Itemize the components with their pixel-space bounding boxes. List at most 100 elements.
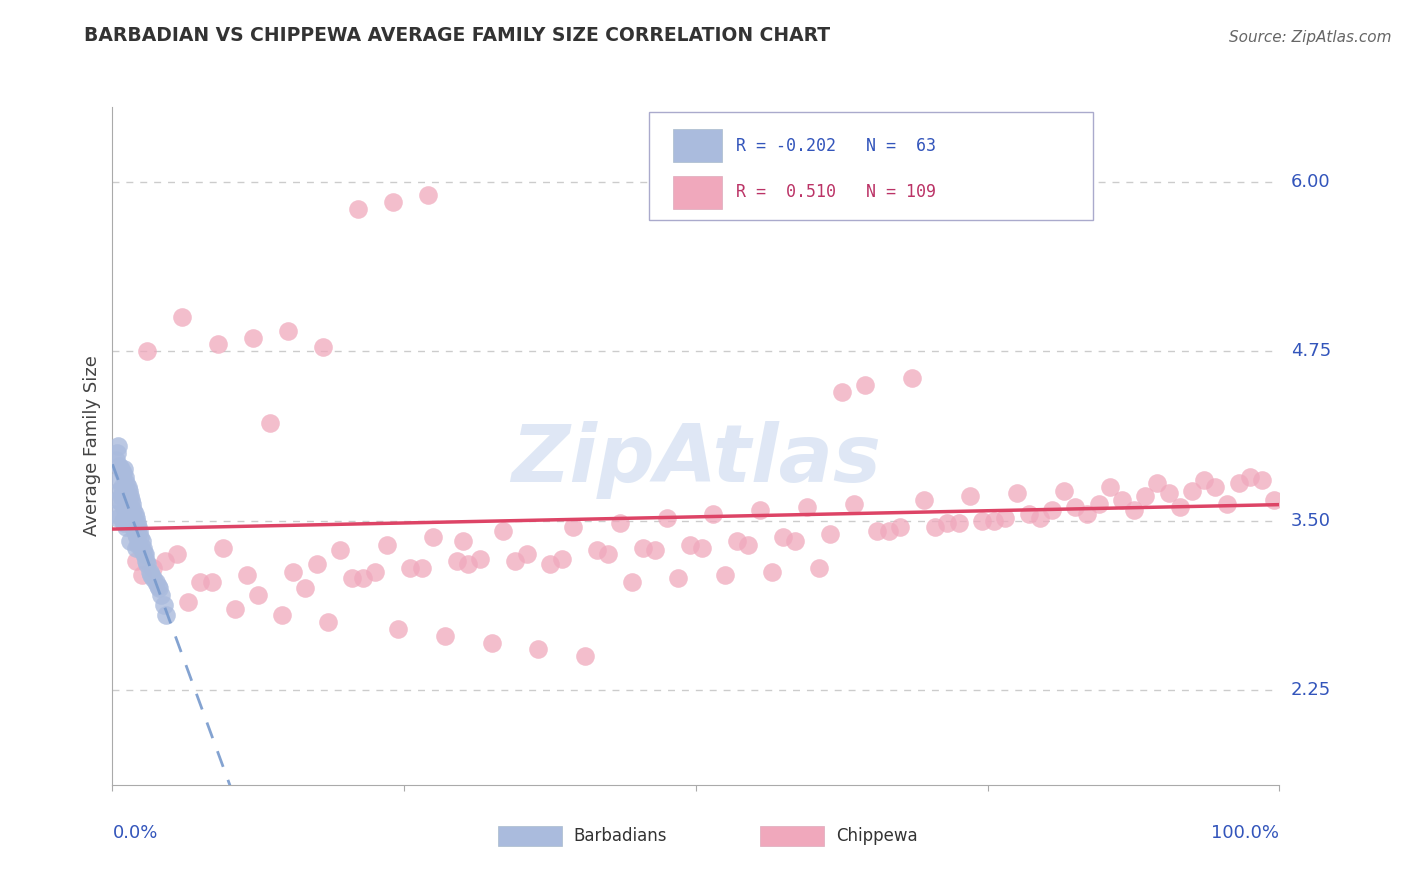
Point	[381, 194, 404, 209]
Point	[948, 516, 970, 531]
Text: BARBADIAN VS CHIPPEWA AVERAGE FAMILY SIZE CORRELATION CHART: BARBADIAN VS CHIPPEWA AVERAGE FAMILY SIZ…	[84, 26, 831, 45]
Point	[105, 446, 128, 460]
Point	[111, 497, 134, 511]
Point	[129, 530, 152, 544]
Point	[924, 520, 946, 534]
Text: R = -0.202   N =  63: R = -0.202 N = 63	[735, 136, 935, 154]
Point	[110, 462, 132, 476]
Point	[1263, 493, 1285, 508]
Point	[104, 507, 127, 521]
Point	[901, 371, 924, 385]
Point	[115, 520, 138, 534]
Point	[235, 567, 257, 582]
Point	[1181, 483, 1204, 498]
Point	[375, 538, 398, 552]
Point	[120, 493, 142, 508]
Point	[118, 489, 141, 503]
Point	[785, 533, 807, 548]
Point	[527, 642, 550, 657]
Point	[737, 538, 759, 552]
Point	[889, 520, 911, 534]
Point	[585, 543, 607, 558]
Point	[125, 554, 148, 568]
Point	[853, 378, 876, 392]
Point	[104, 452, 127, 467]
Point	[132, 548, 155, 562]
Point	[114, 470, 136, 484]
Point	[352, 570, 374, 584]
Bar	[672, 177, 721, 209]
Text: Source: ZipAtlas.com: Source: ZipAtlas.com	[1229, 29, 1392, 45]
Point	[633, 541, 655, 555]
Point	[118, 483, 141, 498]
Point	[1168, 500, 1191, 514]
Point	[177, 595, 200, 609]
Point	[121, 516, 143, 531]
Point	[124, 507, 146, 521]
Point	[107, 439, 129, 453]
Text: 6.00: 6.00	[1291, 173, 1330, 191]
Point	[172, 310, 194, 325]
Point	[538, 557, 561, 571]
Point	[399, 561, 422, 575]
Point	[690, 541, 713, 555]
Point	[1076, 507, 1098, 521]
Point	[146, 579, 169, 593]
Point	[207, 337, 229, 351]
Point	[468, 551, 491, 566]
Point	[131, 533, 153, 548]
Point	[131, 543, 153, 558]
Point	[115, 475, 138, 490]
Point	[108, 459, 131, 474]
Point	[127, 538, 149, 552]
Point	[807, 561, 830, 575]
Point	[118, 502, 141, 516]
Point	[145, 574, 167, 589]
Point	[620, 574, 643, 589]
Point	[983, 514, 1005, 528]
Point	[125, 516, 148, 531]
Point	[276, 324, 298, 338]
Point	[139, 567, 162, 582]
Point	[125, 527, 148, 541]
Point	[1005, 486, 1028, 500]
Point	[117, 480, 139, 494]
Point	[1192, 473, 1215, 487]
Point	[242, 330, 264, 344]
Point	[562, 520, 585, 534]
Point	[153, 598, 176, 612]
Point	[877, 524, 900, 539]
Text: 100.0%: 100.0%	[1212, 824, 1279, 842]
Text: 2.25: 2.25	[1291, 681, 1331, 699]
Point	[481, 635, 503, 649]
Point	[451, 533, 474, 548]
Point	[761, 565, 783, 579]
Point	[655, 511, 678, 525]
Point	[1146, 475, 1168, 490]
Point	[1135, 489, 1157, 503]
Point	[125, 541, 148, 555]
Point	[134, 548, 156, 562]
Point	[125, 530, 148, 544]
Point	[492, 524, 515, 539]
Point	[387, 622, 409, 636]
Point	[108, 483, 131, 498]
Point	[155, 608, 177, 623]
Text: 4.75: 4.75	[1291, 343, 1331, 360]
Point	[142, 561, 165, 575]
Point	[702, 507, 724, 521]
Point	[212, 541, 235, 555]
Point	[112, 486, 135, 500]
Point	[318, 615, 340, 630]
Point	[224, 601, 246, 615]
FancyBboxPatch shape	[650, 112, 1092, 220]
Bar	[672, 129, 721, 162]
Point	[107, 511, 129, 525]
Point	[107, 473, 129, 487]
Point	[1122, 502, 1144, 516]
Point	[201, 574, 224, 589]
Point	[124, 524, 146, 539]
Point	[772, 530, 794, 544]
Point	[574, 649, 596, 664]
Point	[503, 554, 526, 568]
